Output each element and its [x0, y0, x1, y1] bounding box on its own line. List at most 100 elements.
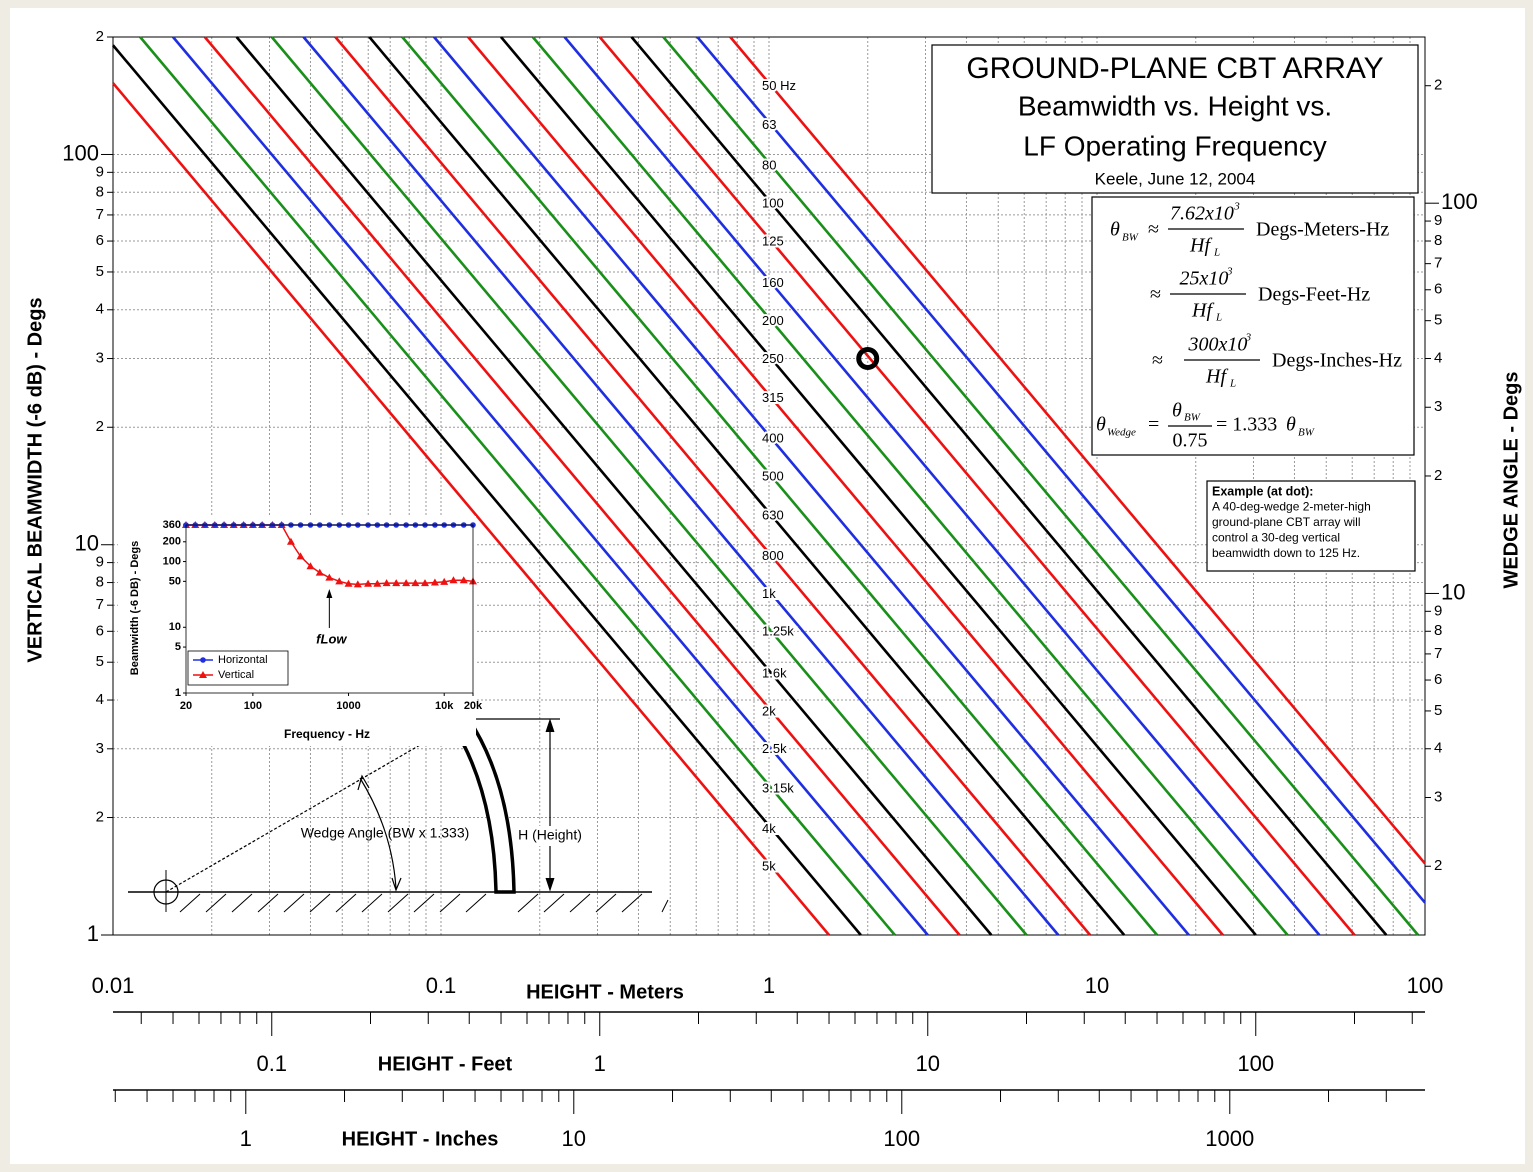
- y2-tick-label: 7: [1434, 255, 1442, 272]
- axis-tick-label: 10: [916, 1051, 940, 1076]
- inset-x-tick-label: 1000: [336, 700, 360, 712]
- formula-units: Degs-Inches-Hz: [1272, 350, 1402, 372]
- frequency-label: 100: [762, 196, 784, 211]
- frequency-line: [139, 36, 896, 936]
- y-tick-label: 5: [96, 263, 104, 280]
- y2-tick-label: 4: [1434, 349, 1442, 366]
- y2-tick-label: 5: [1434, 312, 1442, 329]
- legend-label: Horizontal: [218, 654, 268, 666]
- frequency-line: [368, 36, 1126, 936]
- formula-den: 0.75: [1173, 430, 1208, 452]
- axis-tick-label: 100: [1237, 1051, 1274, 1076]
- formula-den-sub: L: [1215, 312, 1222, 324]
- diagram-label: Wedge Angle (BW x 1.333): [301, 825, 470, 841]
- inset-y-tick-label: 10: [169, 621, 181, 633]
- y2-tick-label: 9: [1434, 602, 1442, 619]
- formula-symbol: θ: [1286, 414, 1296, 436]
- y-tick-label: 6: [96, 232, 104, 249]
- y-tick-label: 4: [96, 691, 104, 708]
- inset-frame: [185, 524, 474, 694]
- frequency-label: 4k: [762, 821, 776, 836]
- y2-tick-label: 8: [1434, 622, 1442, 639]
- formula-symbol: θ: [1096, 414, 1106, 436]
- y-tick-label: 7: [96, 596, 104, 613]
- cbt-array: [449, 715, 516, 894]
- y-tick-label: 3: [96, 350, 104, 367]
- legend-label: Vertical: [218, 669, 254, 681]
- formula-sup: 3: [1245, 332, 1252, 344]
- inset-marker: [402, 579, 411, 587]
- inset-marker: [296, 552, 305, 560]
- frequency-line: [630, 36, 1388, 936]
- y2-axis-label: WEDGE ANGLE - Degs: [1500, 371, 1522, 588]
- x-tick-label: 0.1: [426, 973, 457, 998]
- annotation-head: [326, 589, 333, 598]
- formula-box: [1091, 196, 1415, 456]
- frequency-label: 1.25k: [762, 624, 794, 639]
- inset-marker: [392, 579, 401, 587]
- formula-den: Hf: [1205, 366, 1228, 388]
- frequency-label: 400: [762, 431, 784, 446]
- frequency-line: [563, 36, 1321, 936]
- wedge-line: [165, 718, 466, 893]
- frequency-line: [433, 36, 1190, 936]
- formula-den-sub: L: [1213, 247, 1220, 259]
- x-axis-label: HEIGHT - Meters: [526, 981, 684, 1003]
- inset-marker: [382, 579, 391, 587]
- frequency-label: 3.15k: [762, 780, 794, 795]
- legend-marker: [200, 657, 206, 663]
- x-tick-label: 10: [1085, 973, 1109, 998]
- inset-x-label: Frequency - Hz: [284, 727, 370, 741]
- axis-tick-label: 10: [562, 1126, 586, 1151]
- y2-tick-label: 4: [1434, 740, 1442, 757]
- author-note: Keele, June 12, 2004: [1095, 169, 1256, 188]
- label-bg: [514, 826, 586, 846]
- arrow-heads: [545, 718, 555, 892]
- inset-x-tick-label: 20k: [464, 700, 483, 712]
- formula-den: Hf: [1191, 300, 1214, 322]
- frequency-line: [467, 36, 1224, 936]
- y-tick-label: 1: [87, 921, 99, 946]
- example-box: [1206, 480, 1416, 572]
- frequency-line: [112, 44, 862, 936]
- frequency-line: [112, 82, 831, 936]
- formula-sub: BW: [1184, 412, 1201, 424]
- inset-marker: [459, 576, 468, 584]
- y2-tick-label: 3: [1434, 398, 1442, 415]
- formula-sub: BW: [1298, 427, 1315, 439]
- frequency-label: 800: [762, 548, 784, 563]
- ground-hatch: [179, 893, 669, 913]
- grid-layer: 0.01 0.1 1 10 100123456789102345678910022345…: [24, 28, 1522, 1151]
- inset-layer: 1 5 10 50 100 200 360 20 100 1000 10k 20k Frequency …: [118, 516, 483, 746]
- y2-tick-label: 7: [1434, 645, 1442, 662]
- y-axis-label: VERTICAL BEAMWIDTH (-6 dB) - Degs: [24, 297, 46, 662]
- frequency-label: 315: [762, 390, 784, 405]
- formula-den: Hf: [1189, 235, 1212, 257]
- title: GROUND-PLANE CBT ARRAY: [966, 52, 1383, 85]
- formula-units: Degs-Feet-Hz: [1258, 284, 1370, 306]
- formula-sub: BW: [1122, 232, 1139, 244]
- frequency-line: [334, 36, 1092, 936]
- inset-marker: [411, 579, 420, 587]
- frequency-label: 1k: [762, 586, 776, 601]
- subtitle: LF Operating Frequency: [1023, 130, 1327, 161]
- inset-marker: [373, 579, 382, 587]
- inset-x-tick-label: 100: [244, 700, 262, 712]
- axis-tick-label: 1: [240, 1126, 252, 1151]
- frequency-label: 125: [762, 233, 784, 248]
- frequency-line: [500, 36, 1257, 936]
- axis-tick-label: 1000: [1205, 1126, 1254, 1151]
- inset-y-tick-label: 50: [169, 575, 181, 587]
- inset-background: [118, 516, 476, 746]
- inset-marker: [286, 537, 295, 545]
- frequency-line: [302, 36, 1060, 936]
- example-dot: [856, 347, 880, 371]
- frequency-label: 1.6k: [762, 665, 787, 680]
- frequency-label: 200: [762, 313, 784, 328]
- frequency-label: 500: [762, 468, 784, 483]
- inset-marker: [430, 578, 439, 586]
- formula-num: 300x10: [1188, 334, 1248, 356]
- inset-y-tick-label: 200: [163, 536, 181, 548]
